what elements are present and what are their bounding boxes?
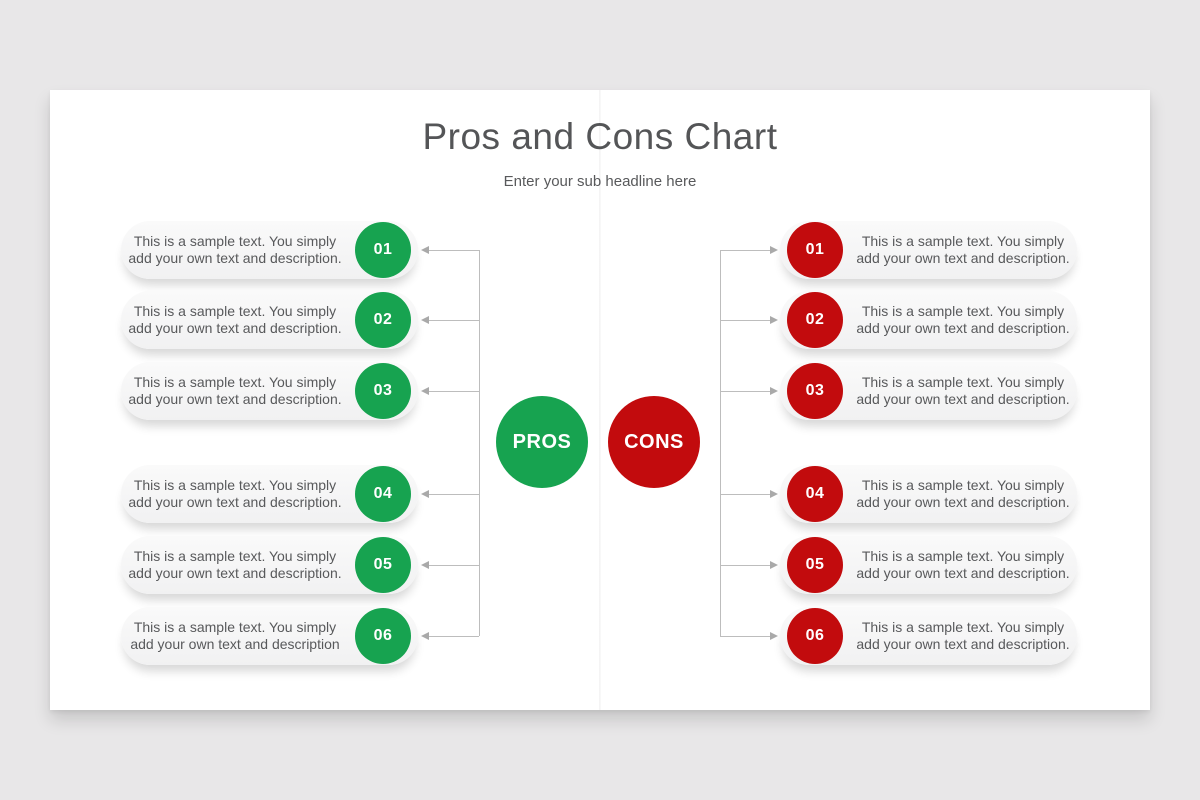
- pros-item-5-text: This is a sample text. You simply add you…: [128, 548, 342, 581]
- cons-item-6: 06 This is a sample text. You simply add …: [780, 607, 1077, 665]
- pros-item-5: This is a sample text. You simply add you…: [121, 536, 418, 594]
- cons-item-3-text: This is a sample text. You simply add you…: [856, 374, 1070, 407]
- pros-item-5-number-badge: 05: [355, 537, 411, 593]
- page-subtitle: Enter your sub headline here: [503, 173, 697, 190]
- cons-item-4-number-badge: 04: [787, 466, 843, 522]
- pros-item-2-number-badge: 02: [355, 292, 411, 348]
- pros-item-6: This is a sample text. You simply add you…: [121, 607, 418, 665]
- pros-item-4-text: This is a sample text. You simply add you…: [128, 477, 342, 510]
- pros-arrow-2-icon: [421, 316, 479, 324]
- pros-item-1-text: This is a sample text. You simply add you…: [128, 233, 342, 266]
- cons-item-1-number-badge: 01: [787, 222, 843, 278]
- pros-item-3-number-badge: 03: [355, 363, 411, 419]
- pros-item-3-text: This is a sample text. You simply add you…: [128, 374, 342, 407]
- pros-item-2: This is a sample text. You simply add you…: [121, 291, 418, 349]
- cons-arrow-2-icon: [720, 316, 778, 324]
- pros-connector-line: [479, 250, 480, 636]
- center-fold-line: [599, 90, 601, 710]
- cons-arrow-4-icon: [720, 490, 778, 498]
- pros-item-6-number-badge: 06: [355, 608, 411, 664]
- pros-arrow-1-icon: [421, 246, 479, 254]
- cons-item-2: 02 This is a sample text. You simply add …: [780, 291, 1077, 349]
- pros-circle: PROS: [496, 396, 588, 488]
- cons-item-6-number-badge: 06: [787, 608, 843, 664]
- pros-item-1: This is a sample text. You simply add you…: [121, 221, 418, 279]
- slide-canvas: Pros and Cons Chart Enter your sub headl…: [50, 90, 1150, 710]
- cons-item-5: 05 This is a sample text. You simply add …: [780, 536, 1077, 594]
- pros-arrow-4-icon: [421, 490, 479, 498]
- page-title: Pros and Cons Chart: [422, 116, 778, 157]
- cons-arrow-6-icon: [720, 632, 778, 640]
- pros-item-6-text: This is a sample text. You simply add you…: [130, 619, 340, 652]
- cons-arrow-5-icon: [720, 561, 778, 569]
- cons-item-4-text: This is a sample text. You simply add you…: [856, 477, 1070, 510]
- cons-connector-line: [720, 250, 721, 636]
- cons-item-5-number-badge: 05: [787, 537, 843, 593]
- pros-item-4-number-badge: 04: [355, 466, 411, 522]
- pros-item-2-text: This is a sample text. You simply add you…: [128, 303, 342, 336]
- pros-item-4: This is a sample text. You simply add you…: [121, 465, 418, 523]
- pros-item-3: This is a sample text. You simply add you…: [121, 362, 418, 420]
- pros-item-1-number-badge: 01: [355, 222, 411, 278]
- cons-arrow-3-icon: [720, 387, 778, 395]
- cons-item-3: 03 This is a sample text. You simply add …: [780, 362, 1077, 420]
- cons-item-3-number-badge: 03: [787, 363, 843, 419]
- pros-arrow-5-icon: [421, 561, 479, 569]
- cons-item-2-number-badge: 02: [787, 292, 843, 348]
- cons-item-6-text: This is a sample text. You simply add you…: [856, 619, 1070, 652]
- cons-item-1: 01 This is a sample text. You simply add …: [780, 221, 1077, 279]
- cons-item-2-text: This is a sample text. You simply add you…: [856, 303, 1070, 336]
- cons-item-4: 04 This is a sample text. You simply add …: [780, 465, 1077, 523]
- cons-arrow-1-icon: [720, 246, 778, 254]
- cons-item-1-text: This is a sample text. You simply add you…: [856, 233, 1070, 266]
- pros-arrow-6-icon: [421, 632, 479, 640]
- pros-arrow-3-icon: [421, 387, 479, 395]
- cons-item-5-text: This is a sample text. You simply add you…: [856, 548, 1070, 581]
- cons-circle: CONS: [608, 396, 700, 488]
